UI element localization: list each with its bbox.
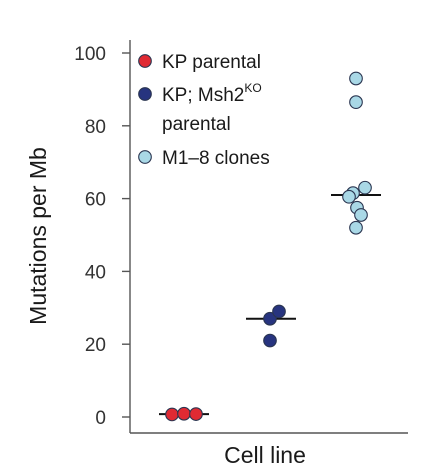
legend: KP parental KP; Msh2KO parental M1–8 clo…	[138, 52, 270, 169]
data-point	[349, 95, 363, 109]
data-point	[342, 189, 356, 204]
y-tick-label: 80	[85, 117, 106, 138]
y-ticks: 0 20 40 60 80 100	[74, 44, 130, 429]
y-tick-label: 20	[85, 335, 106, 356]
legend-label-parental: parental	[162, 114, 231, 135]
data-point	[177, 406, 191, 421]
y-tick-label: 100	[74, 44, 106, 65]
data-point	[263, 311, 277, 326]
data-point	[349, 71, 363, 86]
data-point	[354, 208, 368, 222]
legend-marker-kp-parental	[138, 54, 152, 68]
data-point	[358, 180, 372, 195]
axes	[129, 40, 408, 434]
legend-label-kp-msh2-main: KP; Msh2	[162, 85, 244, 106]
x-axis-label: Cell line	[224, 442, 306, 468]
median-lines	[159, 193, 381, 416]
y-tick-label: 40	[85, 262, 106, 283]
data-point	[165, 407, 179, 422]
data-point	[189, 407, 203, 421]
legend-label-kp-parental: KP parental	[162, 52, 261, 73]
y-tick-label: 60	[85, 190, 106, 211]
legend-label-m1-8-clones: M1–8 clones	[162, 148, 270, 169]
legend-label-kp-msh2: KP; Msh2KO	[162, 81, 262, 106]
y-tick-label: 0	[95, 408, 106, 429]
legend-marker-kp-msh2ko-parental	[138, 87, 152, 101]
data-points	[165, 71, 372, 422]
data-point	[349, 220, 363, 235]
data-point	[272, 304, 286, 319]
legend-marker-m1-8-clones	[138, 150, 152, 164]
legend-label-ko-superscript: KO	[244, 81, 261, 95]
y-axis-label: Mutations per Mb	[25, 147, 51, 325]
data-point	[263, 333, 277, 348]
